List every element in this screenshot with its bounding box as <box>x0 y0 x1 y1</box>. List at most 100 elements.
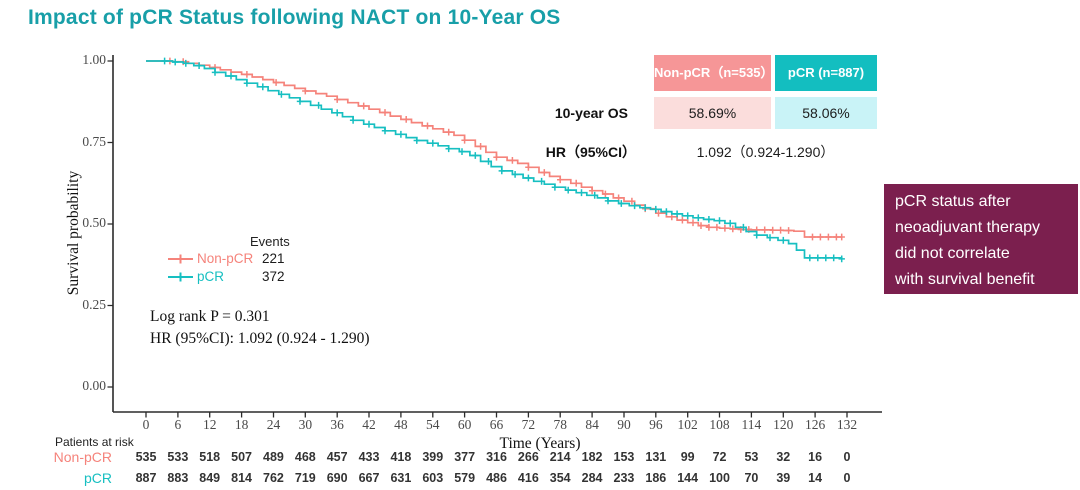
page-title: Impact of pCR Status following NACT on 1… <box>28 6 561 29</box>
risk-count: 690 <box>326 471 348 485</box>
x-tick-label: 78 <box>553 417 567 432</box>
x-tick-label: 30 <box>298 417 313 432</box>
table-cell-os-non-pcr: 58.69% <box>654 97 771 129</box>
risk-count: 16 <box>808 450 823 464</box>
risk-count: 186 <box>645 471 667 485</box>
risk-count: 72 <box>712 450 727 464</box>
table-cell-hr-value: 1.092（0.924-1.290） <box>696 144 835 160</box>
callout-line: with survival benefit <box>895 271 1035 288</box>
callout-line: did not correlate <box>895 245 1010 262</box>
risk-count: 416 <box>517 471 539 485</box>
risk-count: 100 <box>709 471 730 485</box>
conclusion-callout: pCR status after neoadjuvant therapy did… <box>884 184 1078 294</box>
x-tick-label: 18 <box>234 417 249 432</box>
risk-count: 814 <box>231 471 252 485</box>
risk-count: 316 <box>486 450 507 464</box>
logrank-p-text: Log rank P = 0.301 <box>150 308 270 325</box>
x-tick-label: 84 <box>585 417 599 432</box>
risk-count: 0 <box>843 450 851 464</box>
risk-count: 418 <box>390 450 412 464</box>
legend-title: Events <box>250 234 290 249</box>
risk-count: 887 <box>135 471 157 485</box>
risk-count: 39 <box>776 471 791 485</box>
survival-curve-pcr <box>146 60 843 259</box>
x-tick-label: 0 <box>142 417 150 432</box>
risk-count: 53 <box>744 450 759 464</box>
risk-count: 603 <box>422 471 444 485</box>
x-tick-label: 132 <box>836 417 858 432</box>
y-tick-label: 0.75 <box>82 133 106 149</box>
risk-count: 377 <box>454 450 476 464</box>
risk-count: 533 <box>167 450 189 464</box>
risk-count: 284 <box>581 471 603 485</box>
risk-count: 667 <box>358 471 380 485</box>
risk-row-label-pcr: pCR <box>83 470 112 486</box>
x-tick-label: 72 <box>521 417 536 432</box>
risk-count: 32 <box>776 450 791 464</box>
x-tick-label: 48 <box>394 417 408 432</box>
callout-line: neoadjuvant therapy <box>895 219 1040 236</box>
risk-count: 486 <box>486 471 507 485</box>
y-axis-tick-labels: 1.00 0.75 0.50 0.25 0.00 <box>66 0 106 420</box>
risk-counts-non-pcr: 535 533 518 507 489 468 457 433 418 399 377 316 266 2… <box>0 450 1080 465</box>
table-cell-os-pcr: 58.06% <box>775 97 877 129</box>
y-tick-label: 0.00 <box>82 378 106 393</box>
risk-count: 233 <box>613 471 635 485</box>
risk-count: 266 <box>517 450 539 464</box>
risk-count: 144 <box>677 471 699 485</box>
y-tick-label: 0.25 <box>82 296 106 312</box>
x-tick-label: 24 <box>266 417 281 432</box>
legend-events-pcr: 372 <box>262 269 285 284</box>
risk-count: 354 <box>549 471 571 485</box>
risk-count: 518 <box>199 450 221 464</box>
x-tick-label: 66 <box>489 417 504 432</box>
risk-count: 507 <box>231 450 252 464</box>
legend-label-non-pcr: Non-pCR <box>197 251 254 266</box>
risk-count: 468 <box>294 450 316 464</box>
x-tick-label: 114 <box>741 417 762 432</box>
legend-marker-non-pcr <box>168 254 193 264</box>
x-tick-label: 90 <box>617 417 631 432</box>
legend-label-pcr: pCR <box>197 269 225 284</box>
risk-count: 579 <box>454 471 476 485</box>
risk-count: 153 <box>613 450 635 464</box>
x-tick-label: 120 <box>773 417 794 432</box>
risk-count: 70 <box>744 471 759 485</box>
x-tick-label: 12 <box>202 417 217 432</box>
x-tick-label: 6 <box>174 417 182 432</box>
risk-count: 631 <box>390 471 412 485</box>
risk-count: 131 <box>645 450 667 464</box>
x-tick-label: 36 <box>330 417 344 432</box>
legend-marker-pcr <box>168 272 193 282</box>
x-tick-label: 102 <box>677 417 698 432</box>
risk-counts-pcr: 887 883 849 814 762 719 690 667 631 603 579 486 416 3… <box>0 471 1080 486</box>
risk-count: 0 <box>843 471 851 485</box>
x-tick-label: 54 <box>426 417 440 432</box>
table-row-label-hr: HR（95%CI） <box>545 144 636 160</box>
risk-count: 214 <box>549 450 571 464</box>
x-tick-label: 42 <box>362 417 376 432</box>
risk-count: 849 <box>199 471 221 485</box>
hr-ci-text: HR (95%CI): 1.092 (0.924 - 1.290) <box>150 330 370 347</box>
callout-line: pCR status after <box>895 193 1011 210</box>
x-tick-label: 108 <box>709 417 730 432</box>
y-tick-label: 0.50 <box>82 215 106 230</box>
table-header-pcr: pCR (n=887) <box>775 55 877 91</box>
x-axis-title: Time (Years) <box>499 435 581 452</box>
risk-count: 883 <box>167 471 189 485</box>
risk-count: 719 <box>294 471 316 485</box>
y-tick-label: 1.00 <box>82 52 106 67</box>
x-tick-label: 96 <box>649 417 663 432</box>
risk-count: 489 <box>263 450 284 464</box>
risk-count: 535 <box>135 450 157 464</box>
axis-tick-marks <box>107 60 848 418</box>
x-axis-tick-labels: 0 6 12 18 24 30 36 42 48 54 60 66 72 78 84 90 96 102 108 11… <box>0 417 1080 432</box>
censor-marks-pcr <box>161 57 845 263</box>
risk-count: 182 <box>581 450 603 464</box>
risk-count: 14 <box>808 471 823 485</box>
risk-table-title: Patients at risk <box>55 435 134 449</box>
table-row-label-10yr-os: 10-year OS <box>554 105 628 121</box>
table-header-non-pcr: Non-pCR（n=535） <box>654 55 774 91</box>
